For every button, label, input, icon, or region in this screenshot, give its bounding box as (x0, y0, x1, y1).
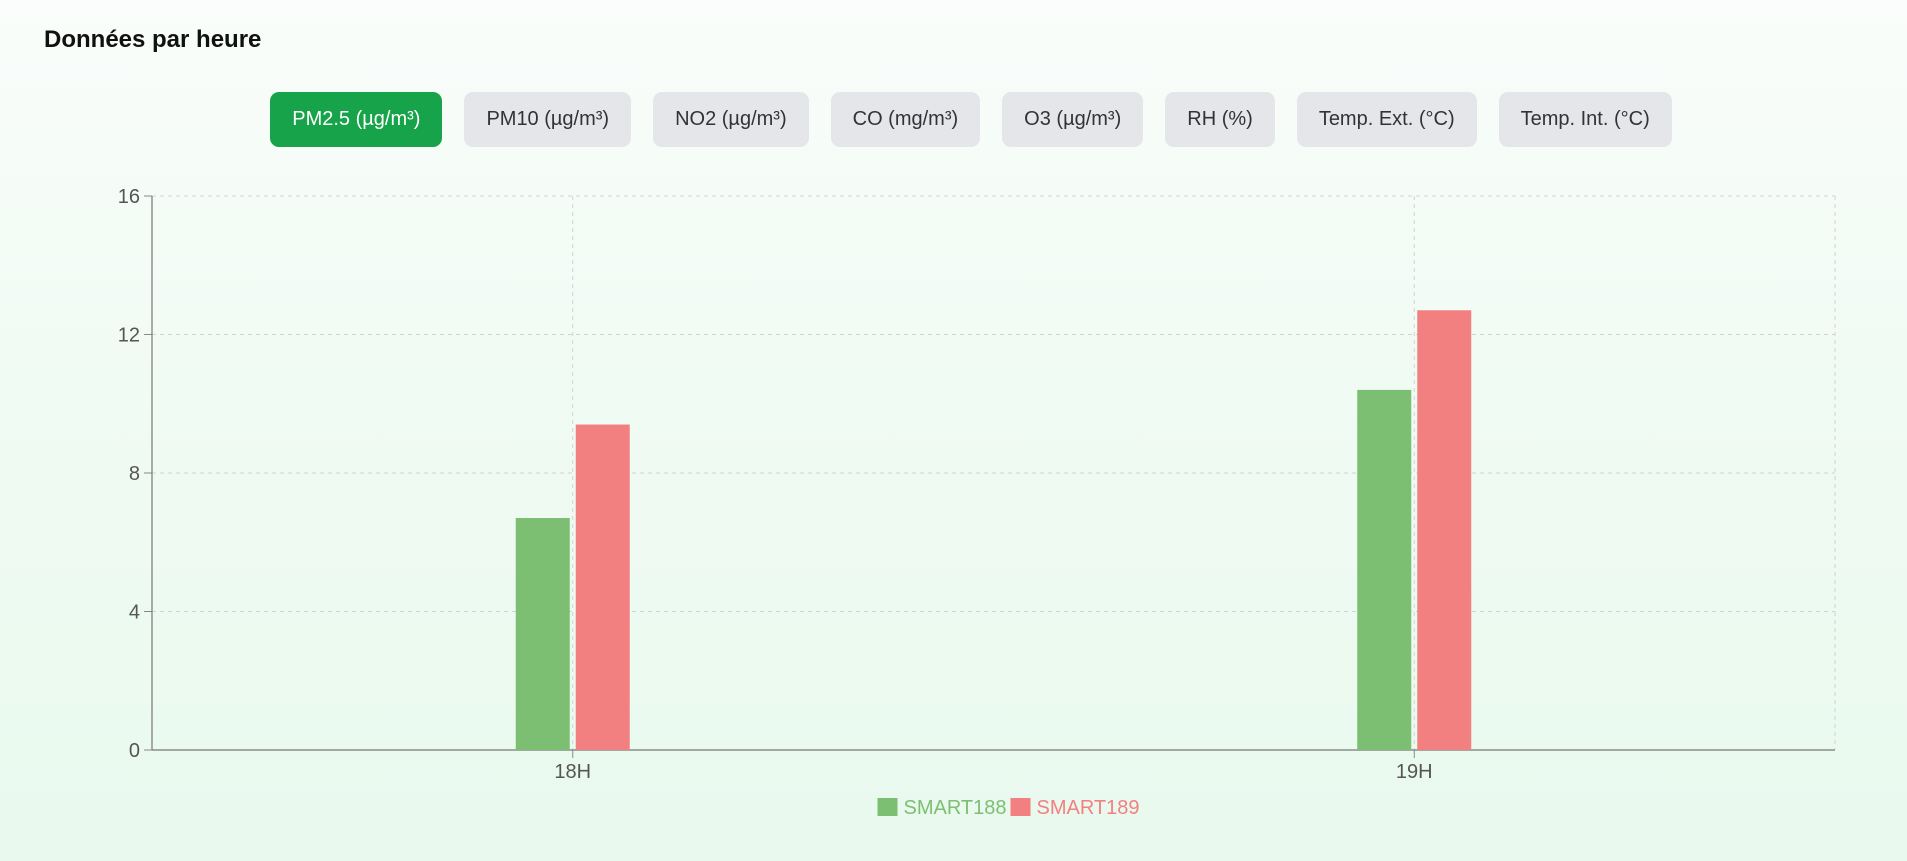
x-tick-label: 19H (1396, 761, 1433, 783)
y-tick-label: 8 (129, 463, 140, 485)
tab-4[interactable]: O3 (µg/m³) (1002, 92, 1144, 147)
page-title: Données par heure (44, 26, 262, 53)
tab-0[interactable]: PM2.5 (µg/m³) (270, 92, 443, 147)
legend-label-smart188: SMART188 (904, 797, 1007, 819)
bar-smart188-19h (1357, 389, 1412, 750)
y-tick-label: 0 (129, 740, 140, 762)
y-tick-label: 12 (118, 325, 140, 347)
tab-3[interactable]: CO (mg/m³) (830, 92, 981, 147)
tab-2[interactable]: NO2 (µg/m³) (653, 92, 809, 147)
bar-smart189-18h (575, 424, 630, 750)
bar-smart189-19h (1417, 310, 1472, 750)
y-tick-label: 4 (129, 602, 140, 624)
y-tick-label: 16 (118, 186, 140, 208)
legend-label-smart189: SMART189 (1037, 797, 1140, 819)
metric-tabs: PM2.5 (µg/m³) PM10 (µg/m³) NO2 (µg/m³) CO (… (0, 92, 1907, 147)
x-tick-label: 18H (554, 761, 591, 783)
tab-1[interactable]: PM10 (µg/m³) (464, 92, 632, 147)
tab-6[interactable]: Temp. Ext. (°C) (1296, 92, 1477, 147)
legend-swatch-smart188 (877, 798, 898, 816)
bar-smart188-18h (515, 518, 570, 750)
tab-7[interactable]: Temp. Int. (°C) (1498, 92, 1672, 147)
tab-5[interactable]: RH (%) (1165, 92, 1275, 147)
legend-swatch-smart189 (1010, 798, 1031, 816)
